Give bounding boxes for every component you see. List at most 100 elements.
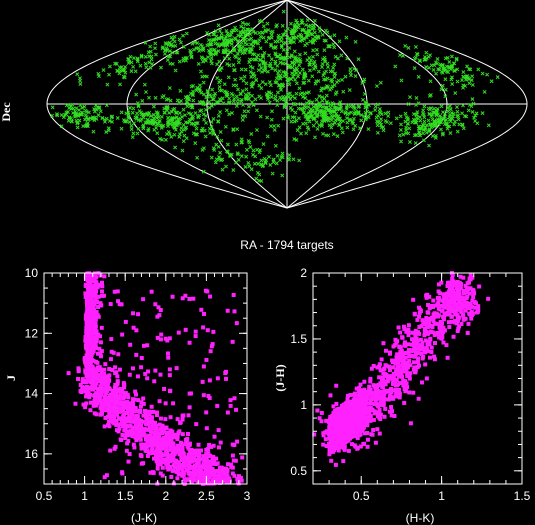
- sky-target-point: [173, 68, 178, 73]
- jk-point: [94, 300, 99, 305]
- jk-point: [158, 416, 163, 421]
- jk-point: [91, 403, 96, 408]
- jk-point: [134, 352, 139, 357]
- jk-point: [117, 387, 122, 392]
- hk-point: [357, 401, 362, 406]
- jk-point: [93, 343, 98, 348]
- sky-target-point: [317, 94, 322, 99]
- jk-point: [99, 293, 104, 298]
- jk-point: [115, 289, 120, 294]
- sky-target-point: [121, 74, 126, 79]
- sky-target-point: [324, 93, 329, 98]
- sky-target-point: [298, 102, 303, 107]
- jk-point: [153, 368, 158, 373]
- sky-target-point: [174, 50, 179, 55]
- sky-target-point: [209, 56, 214, 61]
- sky-target-point: [405, 121, 410, 126]
- hk-point: [340, 405, 345, 410]
- jk-point: [92, 335, 97, 340]
- jk-point: [156, 305, 161, 310]
- jk-point: [187, 340, 192, 345]
- sky-target-point: [465, 64, 470, 69]
- hk-point: [380, 396, 385, 401]
- sky-target-point: [267, 90, 272, 95]
- sky-target-point: [269, 117, 274, 122]
- sky-target-point: [220, 167, 225, 172]
- sky-xlabel: RA - 1794 targets: [240, 238, 333, 252]
- hk-point: [357, 392, 362, 397]
- sky-target-point: [251, 102, 256, 107]
- hk-point: [365, 406, 370, 411]
- sky-target-point: [461, 70, 466, 75]
- jk-point: [194, 422, 199, 427]
- sky-target-point: [363, 110, 368, 115]
- hk-point: [458, 286, 463, 291]
- hk-point: [337, 445, 342, 450]
- jk-point: [186, 446, 191, 451]
- sky-target-point: [358, 126, 363, 131]
- sky-target-point: [142, 82, 147, 87]
- hk-point: [338, 412, 343, 417]
- sky-target-point: [281, 70, 286, 74]
- sky-target-point: [292, 40, 296, 45]
- sky-target-point: [209, 120, 214, 125]
- sky-target-point: [366, 115, 371, 120]
- jk-point: [229, 464, 234, 469]
- jk-point: [112, 289, 117, 294]
- sky-target-point: [221, 39, 226, 43]
- sky-target-point: [178, 88, 183, 93]
- jk-point: [154, 452, 159, 457]
- sky-target-point: [309, 111, 314, 116]
- sky-target-point: [179, 99, 183, 103]
- jk-point: [120, 433, 125, 438]
- hk-point: [392, 358, 397, 363]
- sky-target-point: [244, 81, 249, 86]
- hk-point: [436, 300, 441, 305]
- hk-point: [388, 350, 393, 355]
- jk-point: [90, 345, 95, 350]
- sky-target-point: [148, 49, 153, 54]
- sky-target-point: [75, 120, 80, 125]
- sky-target-point: [300, 67, 305, 72]
- sky-target-point: [243, 35, 248, 40]
- sky-target-point: [224, 34, 229, 39]
- sky-target-point: [131, 64, 136, 69]
- jk-point: [95, 399, 100, 404]
- hk-point: [458, 274, 463, 279]
- sky-target-point: [179, 126, 184, 131]
- hk-point: [332, 421, 337, 426]
- sky-target-point: [290, 71, 295, 76]
- jk-point: [88, 408, 93, 413]
- sky-target-point: [149, 114, 153, 119]
- sky-target-point: [270, 171, 275, 176]
- sky-target-point: [193, 132, 198, 137]
- jk-point: [153, 425, 158, 430]
- jk-point: [83, 338, 88, 343]
- jk-point: [158, 471, 163, 476]
- sky-target-point: [359, 113, 364, 118]
- sky-target-point: [246, 37, 251, 42]
- sky-target-point: [211, 32, 216, 37]
- jk-point: [107, 411, 112, 416]
- sky-target-point: [132, 121, 136, 126]
- sky-target-point: [406, 102, 411, 106]
- sky-target-point: [351, 105, 356, 110]
- jk-point: [163, 442, 168, 447]
- sky-target-point: [83, 113, 88, 118]
- sky-target-point: [76, 108, 81, 113]
- sky-target-point: [348, 67, 353, 72]
- hk-point: [424, 317, 429, 322]
- sky-target-point: [163, 110, 167, 115]
- jk-point: [90, 329, 95, 334]
- hk-point: [368, 390, 373, 395]
- sky-target-point: [78, 103, 83, 107]
- jk-point: [128, 424, 133, 429]
- jk-point: [167, 459, 172, 464]
- sky-target-point: [185, 120, 190, 125]
- sky-target-point: [421, 112, 426, 117]
- sky-target-point: [235, 151, 240, 156]
- sky-target-point: [231, 168, 236, 172]
- sky-target-point: [250, 57, 255, 62]
- hk-point: [375, 427, 380, 432]
- jk-point: [150, 439, 155, 444]
